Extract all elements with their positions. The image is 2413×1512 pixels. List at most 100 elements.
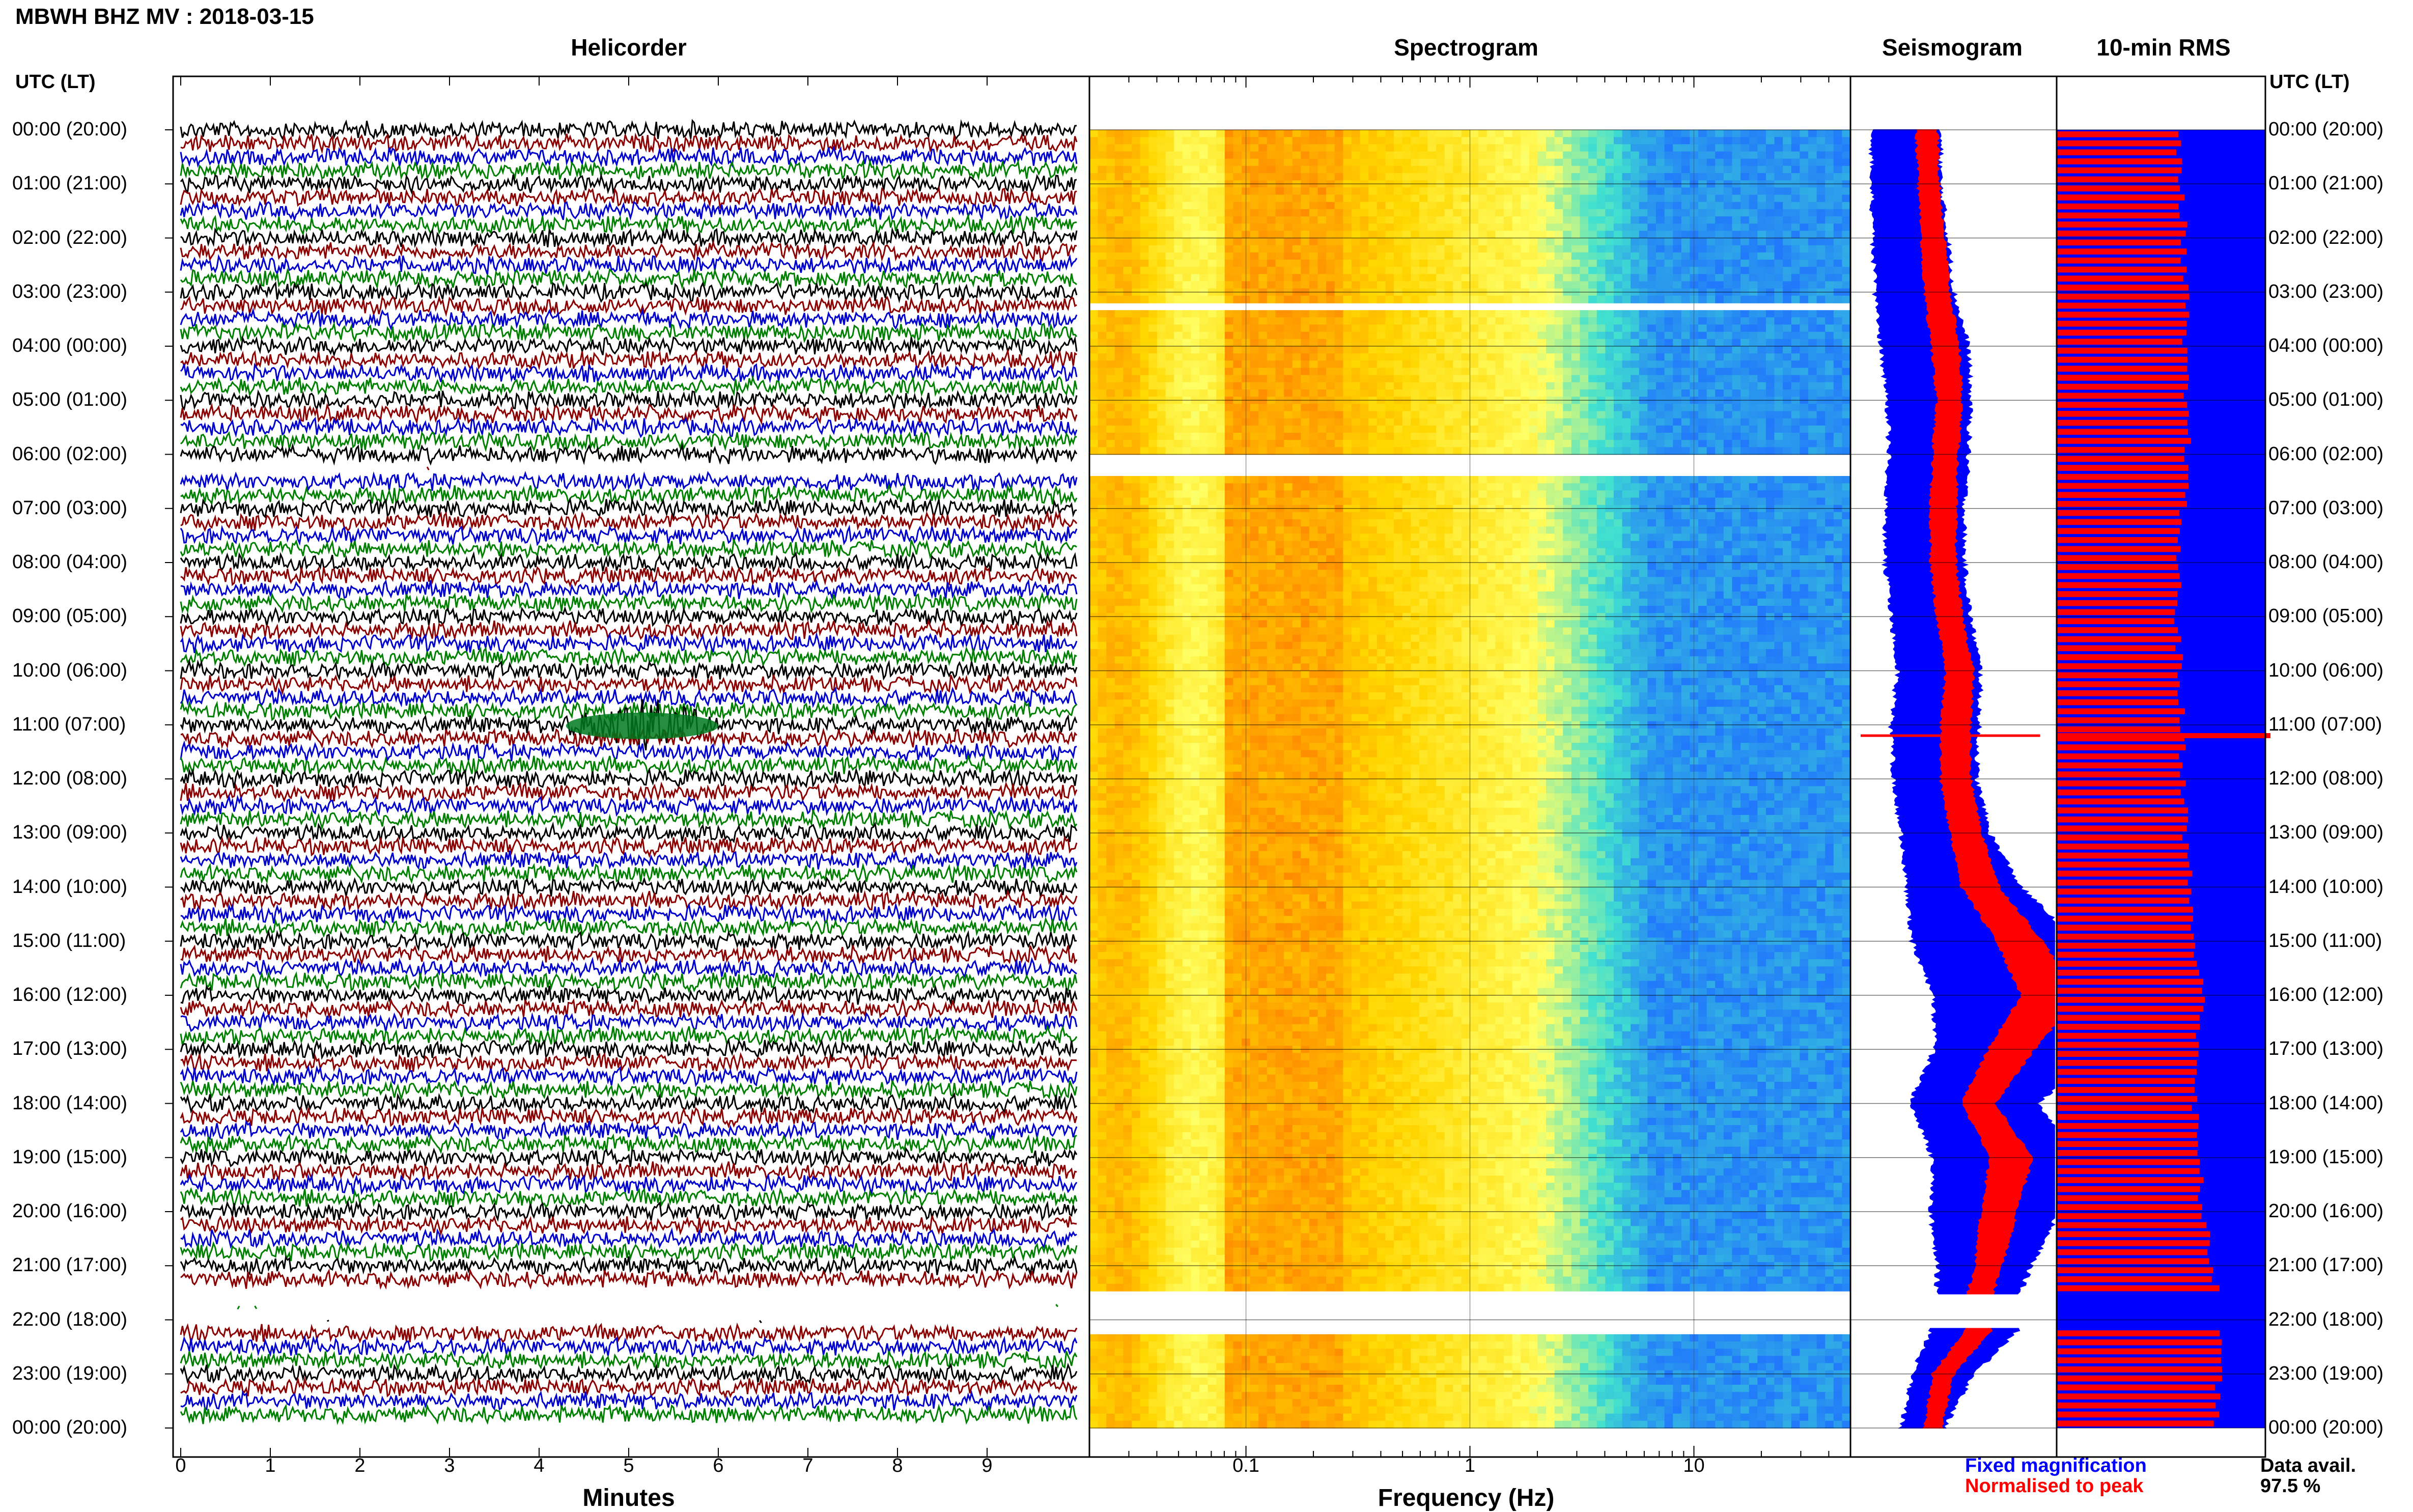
spectrogram-cell — [1106, 267, 1115, 274]
spectrogram-cell — [1301, 231, 1309, 238]
spectrogram-cell — [1326, 231, 1335, 238]
spectrogram-cell — [1647, 389, 1656, 397]
spectrogram-cell — [1707, 332, 1716, 340]
spectrogram-cell — [1478, 375, 1487, 383]
spectrogram-cell — [1157, 382, 1166, 390]
spectrogram-cell — [1411, 173, 1419, 181]
spectrogram-cell — [1326, 137, 1335, 145]
spectrogram-cell — [1368, 296, 1377, 303]
spectrogram-cell — [1250, 187, 1259, 195]
spectrogram-cell — [1140, 216, 1149, 224]
spectrogram-cell — [1106, 195, 1115, 203]
spectrogram-cell — [1673, 245, 1681, 253]
spectrogram-cell — [1132, 267, 1140, 274]
spectrogram-cell — [1741, 325, 1749, 332]
spectrogram-cell — [1453, 418, 1462, 426]
spectrogram-cell — [1377, 541, 1386, 549]
spectrogram-cell — [1394, 166, 1402, 174]
spectrogram-cell — [1656, 209, 1665, 217]
spectrogram-cell — [1148, 368, 1157, 376]
spectrogram-cell — [1132, 389, 1140, 397]
spectrogram-cell — [1791, 231, 1800, 238]
spectrogram-cell — [1647, 360, 1656, 368]
spectrogram-cell — [1529, 382, 1538, 390]
spectrogram-cell — [1411, 260, 1419, 267]
spectrogram-cell — [1741, 375, 1749, 383]
spectrogram-cell — [1673, 310, 1681, 318]
spectrogram-cell — [1597, 332, 1606, 340]
spectrogram-cell — [1817, 130, 1826, 137]
spectrogram-cell — [1436, 433, 1445, 440]
helicorder-trace — [181, 864, 1077, 882]
spectrogram-cell — [1495, 310, 1504, 318]
spectrogram-cell — [1453, 534, 1462, 541]
spectrogram-cell — [1724, 411, 1732, 419]
spectrogram-cell — [1529, 389, 1538, 397]
spectrogram-cell — [1199, 187, 1208, 195]
spectrogram-cell — [1427, 274, 1436, 282]
spectrogram-cell — [1783, 382, 1791, 390]
spectrogram-cell — [1411, 216, 1419, 224]
spectrogram-cell — [1157, 195, 1166, 203]
spectrogram-cell — [1834, 404, 1842, 411]
spectrogram-cell — [1174, 332, 1183, 340]
spectrogram-cell — [1825, 426, 1834, 433]
spectrogram-cell — [1825, 325, 1834, 332]
spectrogram-cell — [1504, 353, 1512, 361]
spectrogram-cell — [1749, 310, 1758, 318]
spectrogram-cell — [1647, 368, 1656, 376]
spectrogram-cell — [1352, 483, 1360, 491]
spectrogram-cell — [1385, 411, 1394, 419]
spectrogram-cell — [1647, 202, 1656, 210]
spectrogram-cell — [1293, 534, 1301, 541]
spectrogram-cell — [1470, 223, 1479, 231]
spectrogram-cell — [1089, 346, 1098, 354]
spectrogram-cell — [1148, 159, 1157, 166]
spectrogram-cell — [1504, 346, 1512, 354]
spectrogram-cell — [1453, 483, 1462, 491]
spectrogram-cell — [1749, 382, 1758, 390]
spectrogram-cell — [1588, 144, 1597, 152]
spectrogram-cell — [1123, 382, 1132, 390]
helicorder-trace — [181, 756, 1077, 775]
spectrogram-cell — [1681, 202, 1690, 210]
spectrogram-cell — [1580, 440, 1588, 447]
spectrogram-cell — [1427, 375, 1436, 383]
spectrogram-cell — [1208, 490, 1217, 498]
spectrogram-cell — [1537, 253, 1546, 260]
spectrogram-cell — [1834, 223, 1842, 231]
spectrogram-cell — [1724, 498, 1732, 506]
spectrogram-cell — [1343, 519, 1352, 527]
spectrogram-cell — [1216, 187, 1225, 195]
spectrogram-cell — [1089, 498, 1098, 506]
spectrogram-cell — [1656, 476, 1665, 484]
spectrogram-cell — [1123, 490, 1132, 498]
spectrogram-cell — [1267, 130, 1276, 137]
spectrogram-cell — [1191, 519, 1199, 527]
spectrogram-cell — [1512, 426, 1521, 433]
spectrogram-cell — [1537, 519, 1546, 527]
spectrogram-cell — [1749, 360, 1758, 368]
spectrogram-cell — [1546, 238, 1555, 246]
spectrogram-cell — [1588, 346, 1597, 354]
spectrogram-cell — [1453, 433, 1462, 440]
spectrogram-cell — [1546, 490, 1555, 498]
spectrogram-cell — [1512, 238, 1521, 246]
spectrogram-cell — [1148, 534, 1157, 541]
spectrogram-cell — [1563, 253, 1572, 260]
spectrogram-cell — [1250, 541, 1259, 549]
helicorder-trace — [181, 594, 1077, 612]
spectrogram-cell — [1275, 483, 1284, 491]
spectrogram-cell — [1174, 245, 1183, 253]
spectrogram-cell — [1140, 519, 1149, 527]
spectrogram-cell — [1258, 418, 1267, 426]
helicorder-trace — [181, 1202, 1077, 1220]
spectrogram-cell — [1284, 332, 1293, 340]
spectrogram-cell — [1622, 418, 1631, 426]
spectrogram-cell — [1089, 360, 1098, 368]
spectrogram-cell — [1225, 282, 1233, 289]
spectrogram-cell — [1318, 260, 1327, 267]
spectrogram-cell — [1436, 267, 1445, 274]
spectrogram-cell — [1665, 534, 1673, 541]
spectrogram-cell — [1123, 173, 1132, 181]
